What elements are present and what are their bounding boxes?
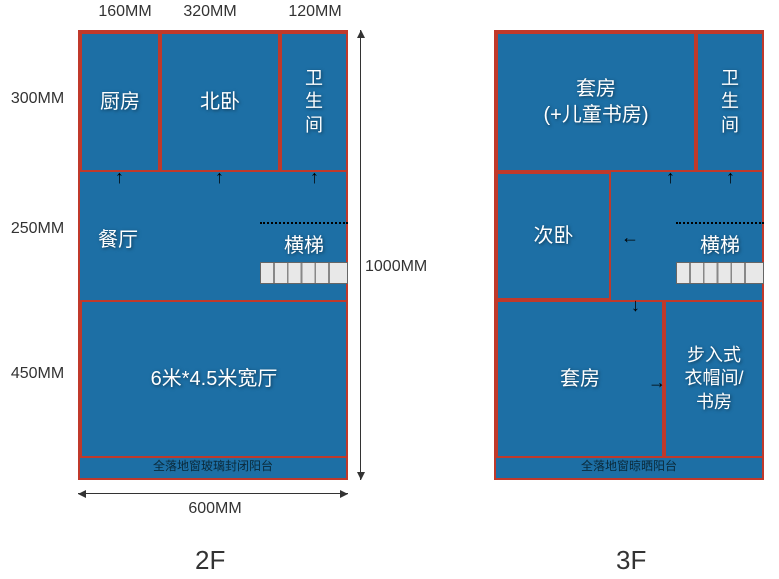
room-kitchen: 厨房: [80, 32, 160, 172]
floorplan-3f: 套房 (+儿童书房) 卫 生 间 次卧 横梯 套房 步入式 衣帽间/ 书房 全落…: [494, 30, 764, 480]
arrow-right-icon: →: [648, 372, 666, 393]
dim-arrow-right: [360, 30, 361, 480]
room-bathroom-2f: 卫 生 间: [280, 32, 348, 172]
label-stairs-3f: 横梯: [676, 224, 764, 262]
arrow-up-icon: ↑: [215, 167, 224, 188]
stairs-2f: 横梯: [260, 222, 348, 284]
label-balcony-3f: 全落地窗晾晒阳台: [496, 457, 762, 474]
dim-left-a: 300MM: [5, 90, 70, 108]
dim-top-c: 120MM: [285, 3, 345, 21]
arrow-down-icon: ↓: [631, 295, 640, 316]
dim-top-b: 320MM: [175, 3, 245, 21]
room-bathroom-3f: 卫 生 间: [696, 32, 764, 172]
room-second-bedroom: 次卧: [496, 172, 611, 300]
label-second-bedroom: 次卧: [534, 223, 574, 249]
title-2f: 2F: [195, 545, 225, 576]
floorplan-2f: 厨房 北卧 卫 生 间 餐厅 横梯 6米*4.5米宽厅 全落地窗玻璃封闭阳台 ↑…: [78, 30, 348, 480]
label-bathroom-2f: 卫 生 间: [305, 67, 323, 137]
room-living: 6米*4.5米宽厅: [80, 300, 348, 458]
room-north-bedroom: 北卧: [160, 32, 280, 172]
label-suite-bottom: 套房: [560, 366, 600, 392]
stairs-3f: 横梯: [676, 222, 764, 284]
label-bathroom-3f: 卫 生 间: [721, 67, 739, 137]
label-north-bedroom: 北卧: [200, 89, 240, 115]
dim-bottom-total: 600MM: [180, 500, 250, 518]
stair-steps-icon: [676, 262, 764, 284]
room-walkin: 步入式 衣帽间/ 书房: [664, 300, 764, 458]
label-balcony-2f: 全落地窗玻璃封闭阳台: [80, 457, 346, 474]
arrow-up-icon: ↑: [666, 167, 675, 188]
arrow-up-icon: ↑: [726, 167, 735, 188]
label-kitchen: 厨房: [100, 89, 140, 115]
room-suite-bottom: 套房: [496, 300, 664, 458]
dim-arrow-bottom: [78, 493, 348, 494]
room-suite-top: 套房 (+儿童书房): [496, 32, 696, 172]
stair-steps-icon: [260, 262, 348, 284]
dim-right-total: 1000MM: [365, 258, 427, 276]
arrow-left-icon: ←: [621, 227, 639, 248]
label-stairs-2f: 横梯: [260, 224, 348, 262]
arrow-up-icon: ↑: [115, 167, 124, 188]
dim-left-b: 250MM: [5, 220, 70, 238]
label-suite-top: 套房 (+儿童书房): [544, 76, 649, 128]
label-walkin: 步入式 衣帽间/ 书房: [684, 344, 743, 414]
label-living: 6米*4.5米宽厅: [151, 366, 278, 392]
dim-top-a: 160MM: [95, 3, 155, 21]
dim-left-c: 450MM: [5, 365, 70, 383]
arrow-up-icon: ↑: [310, 167, 319, 188]
title-3f: 3F: [616, 545, 646, 576]
label-dining: 餐厅: [98, 227, 138, 253]
